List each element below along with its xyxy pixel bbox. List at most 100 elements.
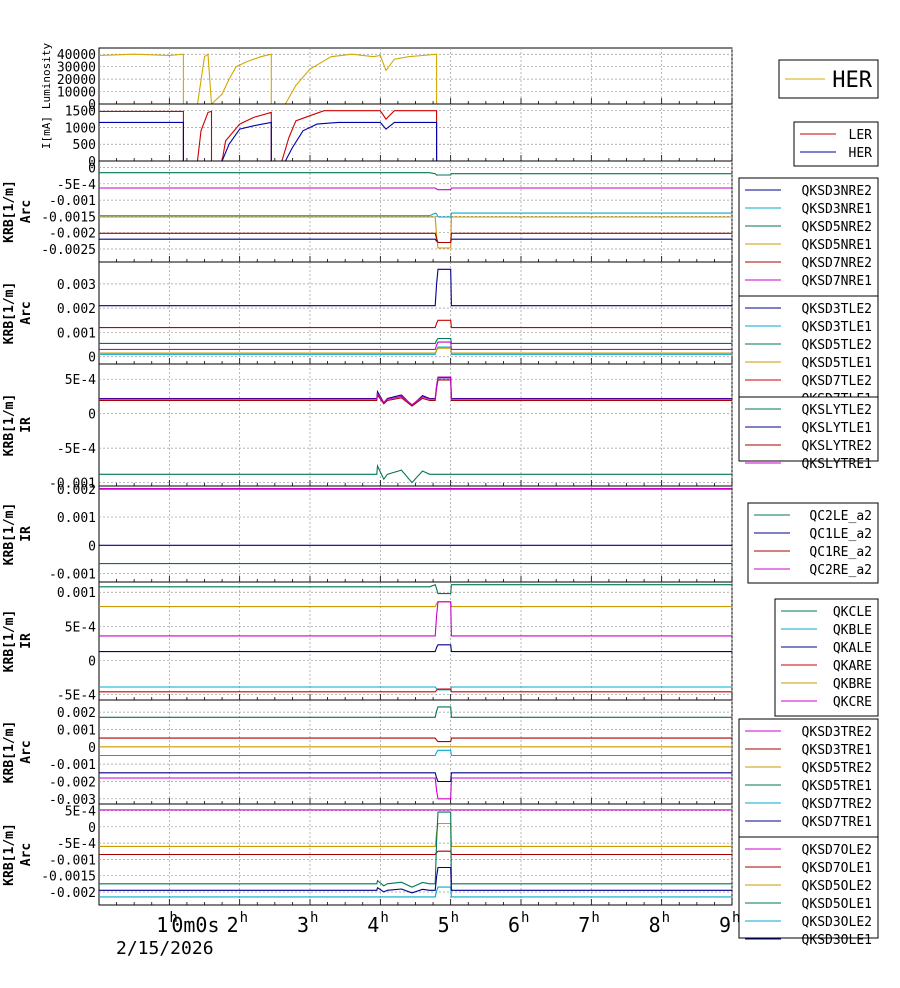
y-tick-label: 5E-4 — [65, 805, 96, 820]
y-axis-label: KRB[1/m] — [2, 721, 17, 784]
y-tick-label: 0.001 — [57, 511, 96, 526]
x-tick-label: 5 — [438, 913, 450, 937]
legend-entry-QKSD7TLE2: QKSD7TLE2 — [802, 374, 872, 389]
y-tick-label: -5E-4 — [57, 442, 96, 457]
y-tick-label: 5E-4 — [65, 373, 96, 388]
x-tick-label: 4 — [367, 913, 379, 937]
x-tick-suffix: h — [732, 910, 740, 926]
legend-entry-QKSD7NRE2: QKSD7NRE2 — [802, 256, 872, 271]
y-axis-label-2: Arc — [19, 843, 34, 866]
y-tick-label: 0.001 — [57, 723, 96, 738]
x-tick-label: 3 — [297, 913, 309, 937]
legend-entry-QKSD5TRE1: QKSD5TRE1 — [802, 779, 872, 794]
legend-entry-QKCLE: QKCLE — [833, 605, 872, 620]
x-tick-suffix: h — [521, 910, 529, 926]
y-tick-label: 0 — [88, 539, 96, 554]
y-tick-label: 500 — [73, 138, 96, 153]
series-line-QKSLYTRE2 — [99, 379, 732, 407]
y-tick-label: 0.001 — [57, 586, 96, 601]
x-tick-label: 2 — [227, 913, 239, 937]
series-line-QKSD5TRE1 — [99, 706, 732, 718]
series-line-QKSD7NRE2 — [99, 232, 732, 244]
x-tick-suffix: h — [380, 910, 388, 926]
y-tick-label: 0 — [88, 741, 96, 756]
series-line-HER — [99, 121, 732, 162]
y-tick-label: 30000 — [57, 61, 96, 76]
y-axis-label-2: IR — [19, 633, 34, 649]
y-tick-label: 0.003 — [57, 278, 96, 293]
y-tick-label: 0 — [88, 162, 96, 177]
y-tick-label: 0.002 — [57, 706, 96, 721]
legend-entry-QKSD3TRE1: QKSD3TRE1 — [802, 743, 872, 758]
y-tick-label: 0 — [88, 155, 96, 170]
series-line-QKSLYTLE2 — [99, 463, 732, 484]
y-axis-label: KRB[1/m] — [2, 394, 17, 457]
y-tick-label: 20000 — [57, 73, 96, 88]
y-axis-label: Luminosity — [40, 43, 53, 110]
legend-entry-QKSD7TRE2: QKSD7TRE2 — [802, 797, 872, 812]
series-line-QKSD7TRE2 — [99, 749, 732, 757]
series-line-QKSLYTRE1 — [99, 376, 732, 406]
legend-entry-QKSD5TRE2: QKSD5TRE2 — [802, 761, 872, 776]
legend-entry-QKSD5NRE1: QKSD5NRE1 — [802, 238, 872, 253]
legend-entry-QKARE: QKARE — [833, 659, 872, 674]
y-axis-label-2: IR — [19, 526, 34, 542]
series-line-QKSD5OLE1 — [99, 811, 732, 888]
y-tick-label: 0.002 — [57, 302, 96, 317]
x-tick-suffix: h — [662, 910, 670, 926]
legend-entry-QKSD5OLE2: QKSD5OLE2 — [802, 879, 872, 894]
x-tick-label: 7 — [578, 913, 590, 937]
y-tick-label: 0.001 — [57, 326, 96, 341]
series-line-QKSD7TLE1 — [99, 341, 732, 350]
y-tick-label: 10000 — [57, 86, 96, 101]
legend-entry-QKSD3OLE1: QKSD3OLE1 — [802, 933, 872, 948]
legend-entry-QKSLYTLE2: QKSLYTLE2 — [802, 403, 872, 418]
x-tick-suffix: h — [169, 910, 177, 926]
panel-frame-ir-qc — [98, 485, 733, 583]
series-line-QKSD3TRE2 — [99, 777, 732, 800]
legend-entry-QC2RE_a2: QC2RE_a2 — [809, 563, 872, 578]
legend-entry-QKBRE: QKBRE — [833, 677, 872, 692]
x-tick-suffix: h — [591, 910, 599, 926]
y-tick-label: -0.001 — [49, 853, 96, 868]
series-line-QKARE — [99, 688, 732, 693]
y-tick-label: -0.0025 — [41, 243, 96, 258]
legend-entry-QC1LE_a2: QC1LE_a2 — [809, 527, 872, 542]
legend-entry-QKSD5TLE2: QKSD5TLE2 — [802, 338, 872, 353]
y-tick-label: -0.001 — [49, 194, 96, 209]
x-tick-label: 8 — [649, 913, 661, 937]
y-tick-label: 0 — [88, 654, 96, 669]
y-tick-label: -5E-4 — [57, 178, 96, 193]
y-tick-label: -0.002 — [49, 227, 96, 242]
panel-frame-arc-tle — [98, 261, 733, 365]
y-tick-label: -5E-4 — [57, 837, 96, 852]
series-line-QKSD3TLE2 — [99, 268, 732, 307]
series-line-QKCRE — [99, 601, 732, 637]
legend-entry-QKBLE: QKBLE — [833, 623, 872, 638]
x-origin-label: 0m0s — [171, 913, 219, 937]
y-tick-label: 0 — [88, 821, 96, 836]
y-tick-label: 1000 — [65, 121, 96, 136]
legend-entry-HER: HER — [849, 146, 873, 161]
y-tick-label: 40000 — [57, 48, 96, 63]
series-line-QKSD3OLE2 — [99, 886, 732, 898]
series-line-QKSLYTLE1 — [99, 377, 732, 407]
panel-frame-arc-nre — [98, 160, 733, 263]
x-tick-suffix: h — [310, 910, 318, 926]
y-tick-label: -0.0015 — [41, 210, 96, 225]
y-axis-label: KRB[1/m] — [2, 180, 17, 243]
y-axis-label-2: Arc — [19, 200, 34, 223]
y-tick-label: -0.003 — [49, 793, 96, 808]
date-label: 2/15/2026 — [116, 938, 214, 959]
series-line-QKSD7TRE1 — [99, 772, 732, 783]
y-tick-label: -0.002 — [49, 775, 96, 790]
series-line-QKSD5NRE2 — [99, 172, 732, 176]
legend-entry-QKSD5NRE2: QKSD5NRE2 — [802, 220, 872, 235]
legend-box-ir-sly — [738, 396, 879, 462]
y-tick-label: -0.002 — [49, 886, 96, 901]
series-line-QKSD5TLE1 — [99, 347, 732, 354]
y-tick-label: -5E-4 — [57, 689, 96, 704]
y-tick-label: -0.001 — [49, 477, 96, 492]
